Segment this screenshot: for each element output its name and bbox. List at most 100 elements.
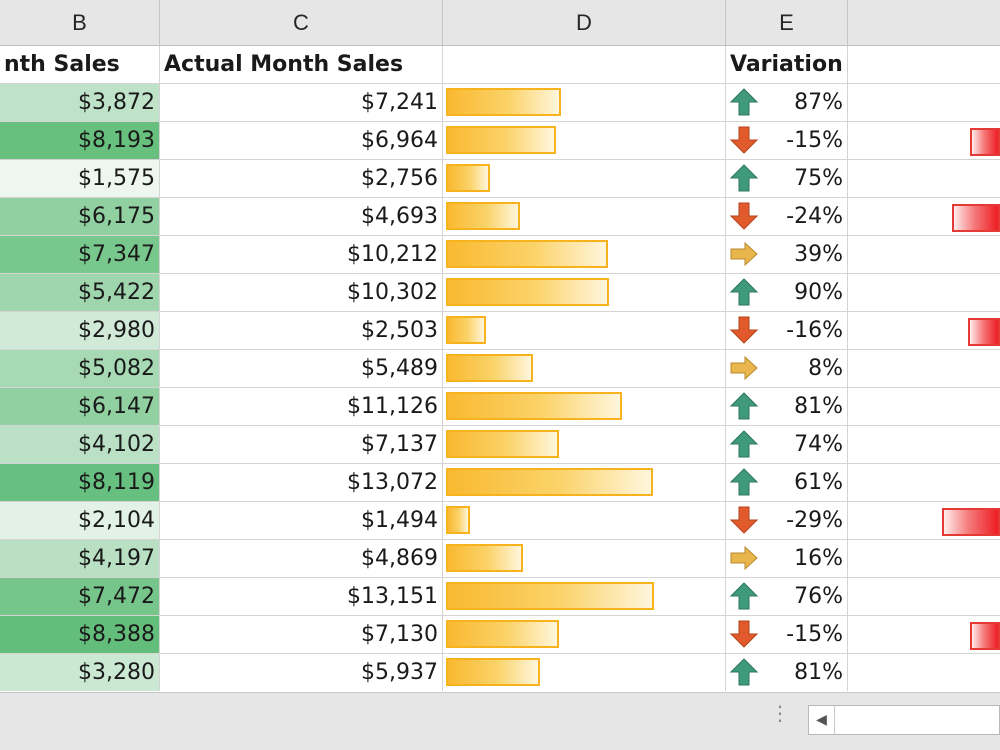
previous-sales-cell[interactable]: $1,575 <box>0 160 160 197</box>
variation-cell[interactable]: 74% <box>726 426 848 463</box>
column-header-b[interactable]: B <box>0 0 160 45</box>
previous-sales-cell[interactable]: $5,082 <box>0 350 160 387</box>
negative-bar-cell[interactable] <box>848 160 1000 197</box>
databar-cell[interactable] <box>443 616 726 653</box>
databar-cell[interactable] <box>443 540 726 577</box>
actual-sales-cell[interactable]: $4,693 <box>160 198 443 235</box>
previous-sales-cell[interactable]: $4,102 <box>0 426 160 463</box>
previous-sales-cell[interactable]: $3,872 <box>0 84 160 121</box>
variation-cell[interactable]: 39% <box>726 236 848 273</box>
variation-cell[interactable]: 16% <box>726 540 848 577</box>
actual-sales-cell[interactable]: $13,151 <box>160 578 443 615</box>
actual-sales-cell[interactable]: $2,503 <box>160 312 443 349</box>
previous-sales-cell[interactable]: $2,104 <box>0 502 160 539</box>
sales-databar <box>446 582 654 610</box>
header-cell-actual-sales[interactable]: Actual Month Sales <box>160 46 443 83</box>
negative-bar-cell[interactable] <box>848 616 1000 653</box>
actual-sales-cell[interactable]: $5,937 <box>160 654 443 691</box>
previous-sales-cell[interactable]: $5,422 <box>0 274 160 311</box>
databar-cell[interactable] <box>443 388 726 425</box>
actual-sales-cell[interactable]: $7,241 <box>160 84 443 121</box>
negative-bar-cell[interactable] <box>848 464 1000 501</box>
header-cell-variation[interactable]: Variation <box>726 46 848 83</box>
negative-bar-cell[interactable] <box>848 388 1000 425</box>
negative-bar-cell[interactable] <box>848 350 1000 387</box>
variation-cell[interactable]: 61% <box>726 464 848 501</box>
variation-value: 61% <box>794 470 843 495</box>
previous-sales-cell[interactable]: $7,472 <box>0 578 160 615</box>
negative-bar-cell[interactable] <box>848 578 1000 615</box>
actual-sales-cell[interactable]: $11,126 <box>160 388 443 425</box>
databar-cell[interactable] <box>443 122 726 159</box>
variation-cell[interactable]: 87% <box>726 84 848 121</box>
variation-value: 74% <box>794 432 843 457</box>
actual-sales-cell[interactable]: $7,137 <box>160 426 443 463</box>
actual-sales-cell[interactable]: $7,130 <box>160 616 443 653</box>
previous-sales-cell[interactable]: $8,388 <box>0 616 160 653</box>
actual-sales-cell[interactable]: $10,212 <box>160 236 443 273</box>
previous-sales-cell[interactable]: $8,119 <box>0 464 160 501</box>
variation-cell[interactable]: -16% <box>726 312 848 349</box>
databar-cell[interactable] <box>443 426 726 463</box>
variation-cell[interactable]: -15% <box>726 122 848 159</box>
databar-cell[interactable] <box>443 312 726 349</box>
databar-cell[interactable] <box>443 350 726 387</box>
databar-cell[interactable] <box>443 160 726 197</box>
variation-cell[interactable]: 76% <box>726 578 848 615</box>
actual-sales-cell[interactable]: $5,489 <box>160 350 443 387</box>
variation-cell[interactable]: 81% <box>726 388 848 425</box>
previous-sales-cell[interactable]: $6,175 <box>0 198 160 235</box>
negative-bar-cell[interactable] <box>848 426 1000 463</box>
header-cell-f[interactable] <box>848 46 1000 83</box>
negative-bar-cell[interactable] <box>848 198 1000 235</box>
column-header-c[interactable]: C <box>160 0 443 45</box>
variation-cell[interactable]: 75% <box>726 160 848 197</box>
previous-sales-cell[interactable]: $3,280 <box>0 654 160 691</box>
actual-sales-cell[interactable]: $6,964 <box>160 122 443 159</box>
databar-cell[interactable] <box>443 236 726 273</box>
negative-bar-cell[interactable] <box>848 502 1000 539</box>
splitter-grip-icon[interactable]: ⋮ <box>770 701 790 725</box>
previous-sales-cell[interactable]: $4,197 <box>0 540 160 577</box>
actual-sales-cell[interactable]: $2,756 <box>160 160 443 197</box>
negative-bar-cell[interactable] <box>848 84 1000 121</box>
header-cell-previous-sales[interactable]: nth Sales <box>0 46 160 83</box>
previous-sales-cell[interactable]: $2,980 <box>0 312 160 349</box>
arrow-up-icon <box>729 582 759 610</box>
previous-sales-cell[interactable]: $8,193 <box>0 122 160 159</box>
databar-cell[interactable] <box>443 84 726 121</box>
header-cell-databar[interactable] <box>443 46 726 83</box>
negative-bar-cell[interactable] <box>848 236 1000 273</box>
variation-cell[interactable]: 8% <box>726 350 848 387</box>
databar-cell[interactable] <box>443 502 726 539</box>
actual-sales-cell[interactable]: $13,072 <box>160 464 443 501</box>
negative-bar-cell[interactable] <box>848 312 1000 349</box>
actual-sales-cell[interactable]: $4,869 <box>160 540 443 577</box>
column-header-d[interactable]: D <box>443 0 726 45</box>
variation-cell[interactable]: 81% <box>726 654 848 691</box>
negative-bar-cell[interactable] <box>848 654 1000 691</box>
variation-cell[interactable]: -15% <box>726 616 848 653</box>
databar-cell[interactable] <box>443 654 726 691</box>
horizontal-scrollbar[interactable]: ◀ <box>808 705 1000 735</box>
column-header-f[interactable] <box>848 0 1000 45</box>
previous-sales-cell[interactable]: $6,147 <box>0 388 160 425</box>
databar-cell[interactable] <box>443 464 726 501</box>
variation-cell[interactable]: 90% <box>726 274 848 311</box>
negative-bar-cell[interactable] <box>848 540 1000 577</box>
table-row: $5,422 $10,302 90% <box>0 274 1000 312</box>
arrow-up-icon <box>729 88 759 116</box>
databar-cell[interactable] <box>443 198 726 235</box>
negative-variation-bar <box>970 128 1000 156</box>
actual-sales-cell[interactable]: $10,302 <box>160 274 443 311</box>
column-header-e[interactable]: E <box>726 0 848 45</box>
variation-cell[interactable]: -29% <box>726 502 848 539</box>
actual-sales-cell[interactable]: $1,494 <box>160 502 443 539</box>
previous-sales-cell[interactable]: $7,347 <box>0 236 160 273</box>
negative-bar-cell[interactable] <box>848 122 1000 159</box>
databar-cell[interactable] <box>443 578 726 615</box>
negative-bar-cell[interactable] <box>848 274 1000 311</box>
scroll-left-arrow-icon[interactable]: ◀ <box>809 706 835 734</box>
variation-cell[interactable]: -24% <box>726 198 848 235</box>
databar-cell[interactable] <box>443 274 726 311</box>
